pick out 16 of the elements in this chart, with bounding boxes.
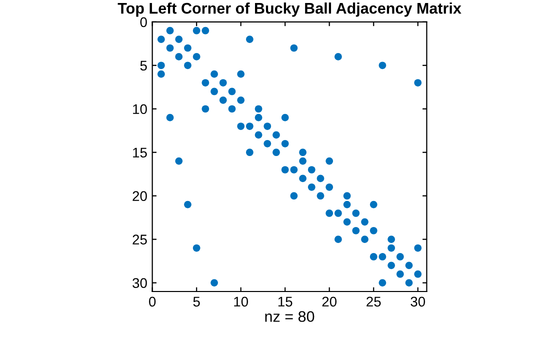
y-tick-label: 25 <box>132 234 147 244</box>
y-tick-label: 15 <box>133 148 147 158</box>
y-tick-label: 5 <box>140 60 147 71</box>
y-tick-label: 0 <box>140 17 147 28</box>
x-tick-label: 30 <box>410 296 426 307</box>
x-tick-label: 0 <box>149 296 156 307</box>
y-tick-label: 20 <box>132 191 147 202</box>
x-tick-label: 20 <box>322 296 337 307</box>
y-tick-label: 10 <box>133 104 147 114</box>
x-tick-label: 25 <box>366 296 381 307</box>
chart-title: Top Left Corner of Bucky Ball Adjacency Matrix <box>118 2 462 17</box>
x-axis-title: nz = 80 <box>265 311 314 322</box>
x-tick-label: 15 <box>278 296 292 307</box>
x-tick-label: 10 <box>234 296 248 307</box>
x-tick-label: 5 <box>193 296 200 307</box>
y-tick-label: 30 <box>132 278 147 288</box>
